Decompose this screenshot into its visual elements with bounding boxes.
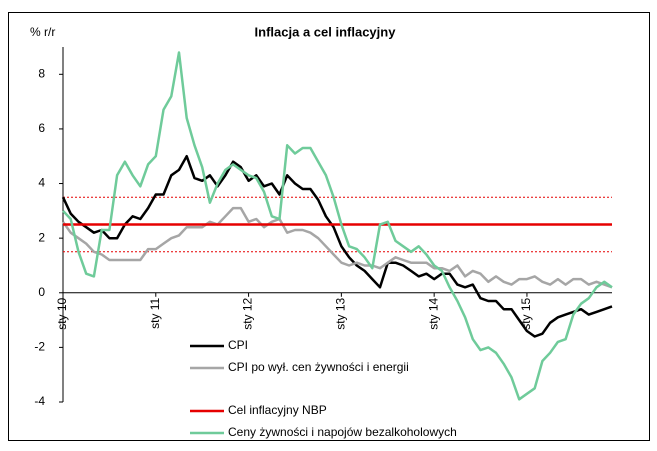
y-axis-label: % r/r xyxy=(30,25,55,39)
series-line xyxy=(61,154,613,338)
y-tick-label: -2 xyxy=(34,340,45,354)
legend-label: CPI xyxy=(228,338,248,352)
x-tick-label: sty 10 xyxy=(55,297,69,329)
y-tick-label: 8 xyxy=(38,66,45,80)
x-tick-label: sty 12 xyxy=(241,297,255,329)
legend-label: CPI po wył. cen żywności i energii xyxy=(228,360,409,374)
x-tick-label: sty 13 xyxy=(334,297,348,329)
y-tick-label: 4 xyxy=(38,176,45,190)
y-tick-label: 0 xyxy=(38,285,45,299)
legend-label: Ceny żywności i napojów bezalkoholowych xyxy=(228,425,457,439)
y-tick-label: 2 xyxy=(38,230,45,244)
legend-label: Cel inflacyjny NBP xyxy=(228,403,327,417)
y-tick-label: -4 xyxy=(34,394,45,408)
x-tick-label: sty 15 xyxy=(519,297,533,329)
series-line xyxy=(61,206,613,289)
chart-frame xyxy=(8,12,650,441)
chart-title: Inflacja a cel inflacyjny xyxy=(255,24,397,39)
series-line xyxy=(62,51,613,401)
x-tick-label: sty 14 xyxy=(426,297,440,329)
y-tick-label: 6 xyxy=(38,121,45,135)
x-tick-label: sty 11 xyxy=(148,297,162,328)
